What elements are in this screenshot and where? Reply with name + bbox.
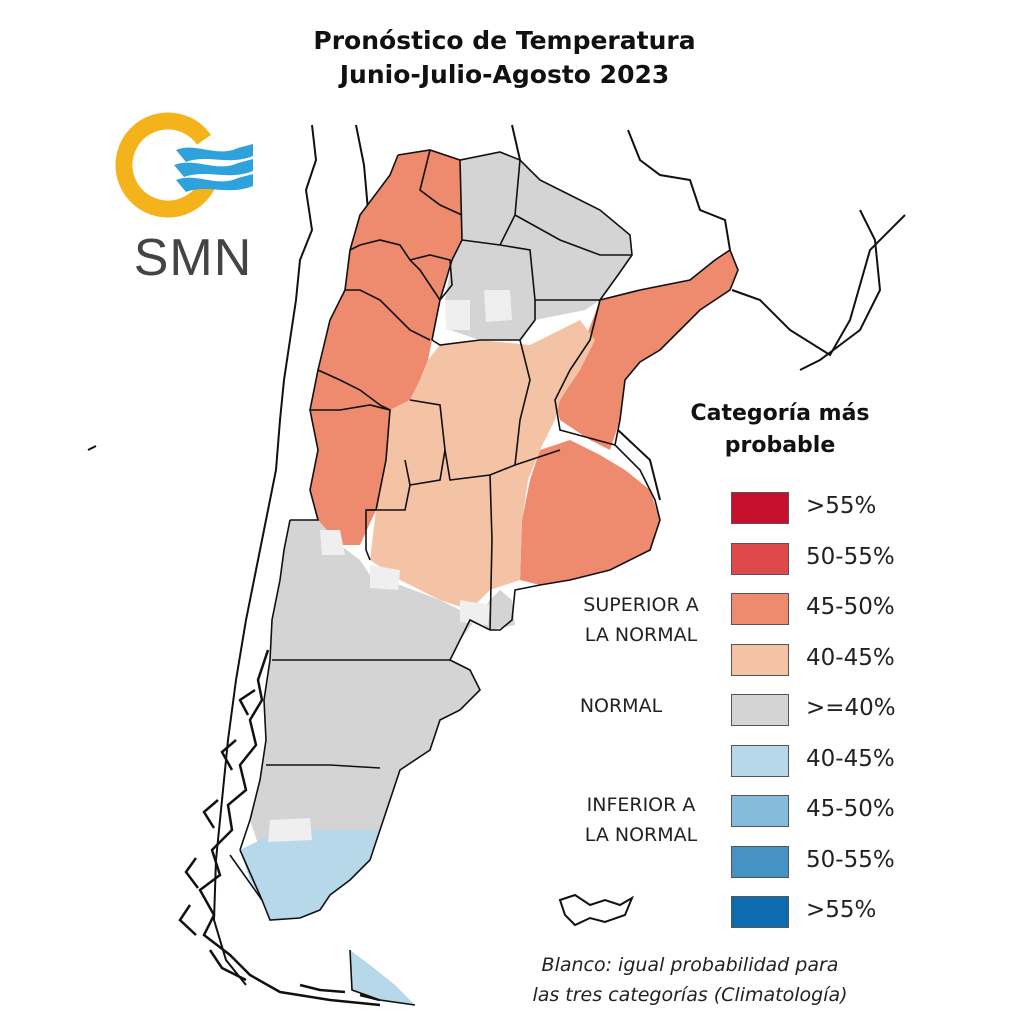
legend-label: 50-55%: [806, 846, 895, 873]
legend-swatch: [731, 492, 789, 524]
category-superior-line1: SUPERIOR A: [583, 594, 699, 616]
forecast-regions: [240, 150, 738, 1005]
legend-label: 45-50%: [806, 796, 895, 822]
legend-title: Categoría más probable: [670, 398, 890, 462]
footnote: Blanco: igual probabilidad para las tres…: [500, 950, 880, 1010]
region-superior-45-50-west: [310, 150, 462, 545]
region-inferior-40-45-tdf: [350, 950, 415, 1005]
legend-swatch: [731, 694, 789, 726]
legend-label: >=40%: [806, 695, 896, 721]
footnote-line1: Blanco: igual probabilidad para: [541, 954, 839, 976]
category-inferior-line2: LA NORMAL: [584, 824, 698, 846]
legend-swatch: [731, 896, 789, 928]
category-inferior: INFERIOR A LA NORMAL: [566, 790, 716, 850]
legend-label: 40-45%: [806, 644, 895, 671]
legend-swatch: [731, 643, 789, 676]
legend-title-line1: Categoría más: [690, 401, 870, 426]
region-superior-45-50-ba: [520, 440, 660, 585]
legend-swatch: [731, 593, 789, 625]
neighbour-borders: [87, 124, 906, 986]
legend-label: 40-45%: [806, 745, 895, 772]
map-title-line1: Pronóstico de Temperatura: [313, 26, 696, 55]
legend-swatch: [731, 795, 789, 827]
category-inferior-line1: INFERIOR A: [586, 794, 696, 816]
province-borders: [229, 149, 739, 1006]
chile-archipelago: [178, 649, 381, 1007]
smn-logo-text: SMN: [133, 229, 253, 287]
legend-label: 50-55%: [806, 543, 895, 570]
legend-swatch: [731, 542, 789, 575]
legend-swatch: [731, 744, 789, 777]
region-inferior-40-45-south: [240, 830, 380, 920]
category-normal: NORMAL: [579, 695, 663, 717]
legend-label: >55%: [806, 897, 877, 923]
smn-logo: SMN: [108, 110, 278, 290]
legend-title-line2: probable: [724, 433, 836, 458]
malvinas-islands: [558, 893, 635, 927]
region-normal-patagonia: [250, 520, 515, 850]
smn-logo-icon: [115, 112, 253, 218]
legend-swatch: [731, 845, 789, 878]
map-title-line2: Junio-Julio-Agosto 2023: [339, 60, 670, 89]
region-superior-40-45-center: [370, 320, 595, 610]
category-superior: SUPERIOR A LA NORMAL: [566, 590, 716, 650]
footnote-line2: las tres categorías (Climatología): [532, 984, 848, 1006]
legend-label: >55%: [806, 493, 877, 519]
legend-label: 45-50%: [806, 594, 895, 620]
category-superior-line2: LA NORMAL: [584, 624, 698, 646]
